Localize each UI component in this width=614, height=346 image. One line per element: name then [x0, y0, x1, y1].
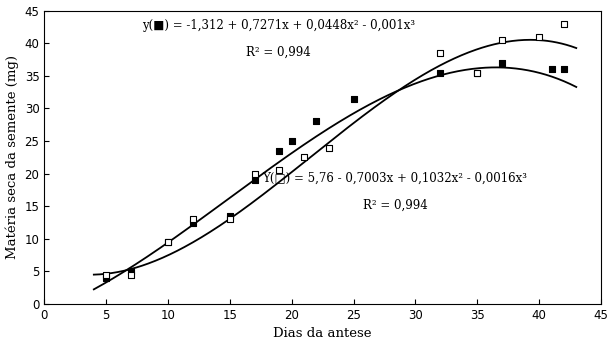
Text: Y(□) = 5,76 - 0,7003x + 0,1032x² - 0,0016x³: Y(□) = 5,76 - 0,7003x + 0,1032x² - 0,001…	[263, 172, 527, 185]
Point	[559, 21, 569, 26]
Point	[274, 167, 284, 173]
Text: y(■) = -1,312 + 0,7271x + 0,0448x² - 0,001x³: y(■) = -1,312 + 0,7271x + 0,0448x² - 0,0…	[142, 19, 414, 33]
Point	[324, 145, 334, 150]
Point	[188, 217, 198, 222]
Point	[497, 37, 507, 43]
Point	[225, 217, 235, 222]
Point	[435, 50, 445, 56]
Point	[163, 239, 173, 245]
Point	[546, 66, 556, 72]
Point	[163, 239, 173, 245]
Point	[274, 148, 284, 154]
Point	[126, 272, 136, 277]
Y-axis label: Matéria seca da semente (mg): Matéria seca da semente (mg)	[6, 55, 19, 259]
Point	[472, 70, 482, 75]
X-axis label: Dias da antese: Dias da antese	[273, 327, 372, 340]
Point	[188, 220, 198, 225]
Point	[225, 213, 235, 219]
Point	[349, 96, 359, 101]
Point	[559, 66, 569, 72]
Point	[101, 275, 111, 281]
Point	[497, 60, 507, 65]
Point	[472, 70, 482, 75]
Point	[311, 119, 321, 124]
Point	[299, 155, 309, 160]
Point	[534, 34, 544, 39]
Text: R² = 0,994: R² = 0,994	[363, 198, 427, 211]
Point	[250, 177, 260, 183]
Text: R² = 0,994: R² = 0,994	[246, 46, 311, 59]
Point	[435, 70, 445, 75]
Point	[101, 272, 111, 277]
Point	[250, 171, 260, 176]
Point	[287, 138, 297, 144]
Point	[126, 268, 136, 274]
